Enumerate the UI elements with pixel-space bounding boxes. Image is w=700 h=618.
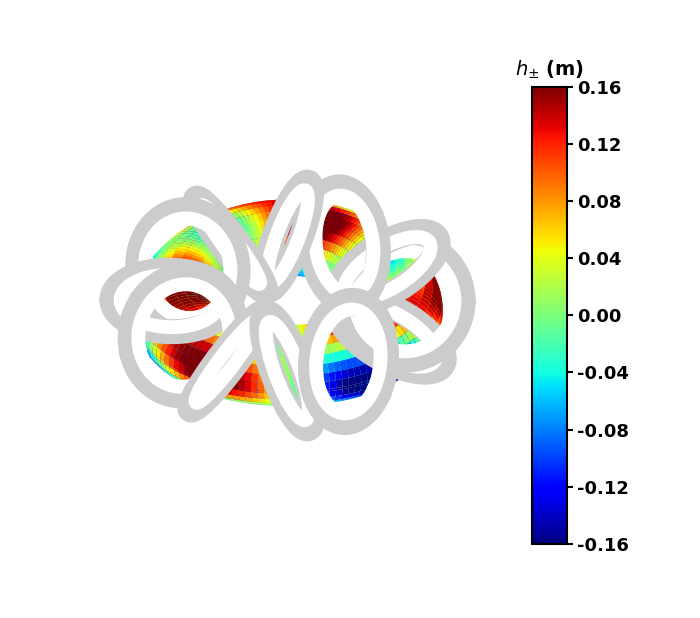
Title: $h_{\pm}\ \mathbf{(m)}$: $h_{\pm}\ \mathbf{(m)}$ [515, 59, 584, 81]
